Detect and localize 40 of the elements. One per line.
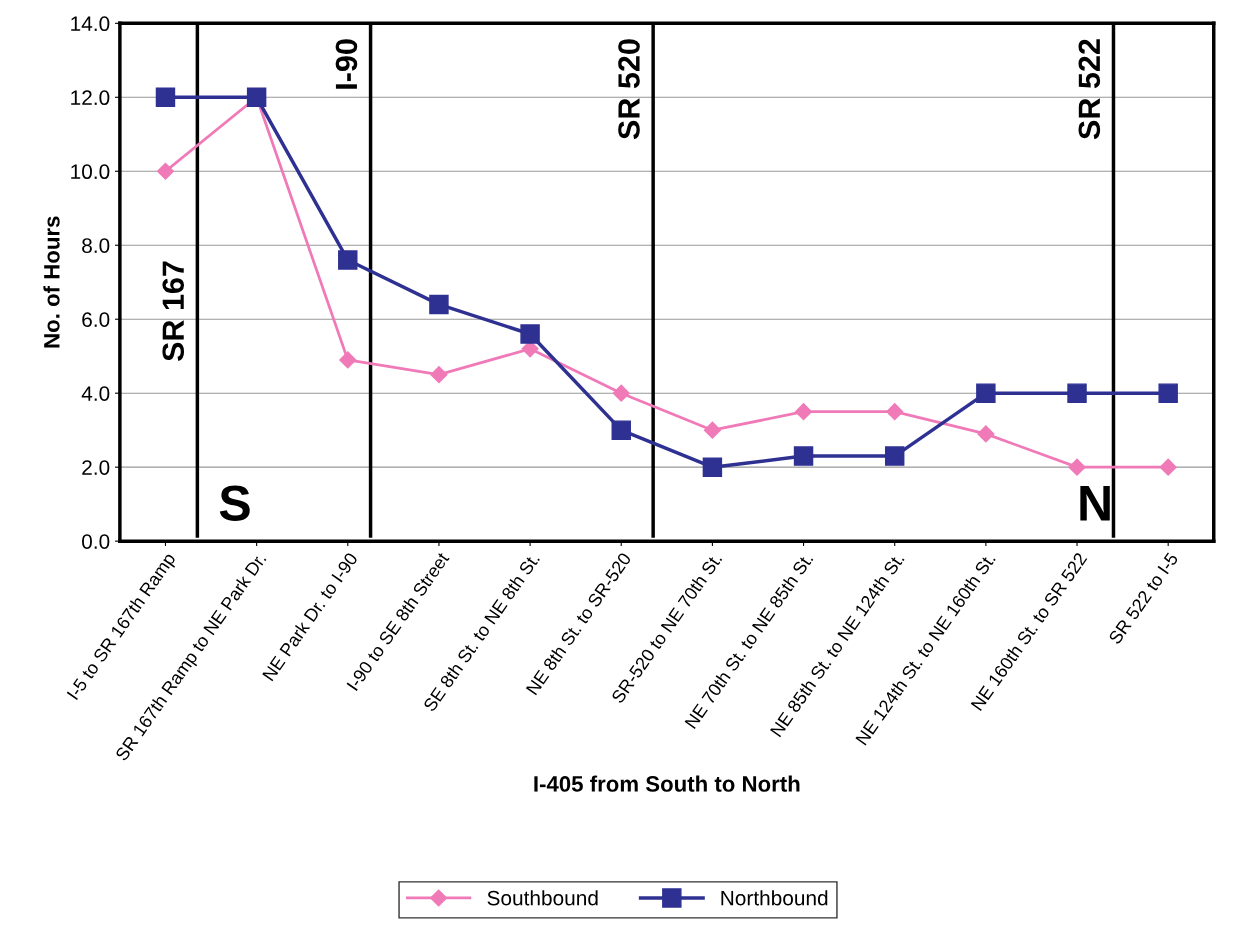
y-tick-label: 4.0 — [81, 386, 110, 401]
point — [155, 87, 176, 108]
point — [702, 457, 723, 477]
point — [156, 162, 175, 180]
y-tick-label: 2.0 — [82, 460, 110, 475]
annotation: SR 522 — [1078, 39, 1101, 140]
annotation: SR 167 — [162, 261, 185, 362]
point — [520, 324, 540, 344]
point — [429, 294, 449, 315]
y-tick-label: 8.0 — [82, 238, 110, 253]
annotation: S — [219, 485, 250, 521]
legend-label: Southbound — [487, 890, 598, 906]
y-tick-label: 0.0 — [82, 534, 110, 549]
annotation: I-90 — [335, 39, 358, 89]
y-tick-label: 6.0 — [82, 312, 110, 327]
legend-label: Northbound — [721, 890, 828, 906]
point — [976, 383, 996, 403]
point — [1158, 383, 1178, 403]
annotation: N — [1080, 486, 1110, 521]
point — [886, 403, 904, 421]
point — [339, 351, 357, 369]
point — [611, 420, 631, 440]
point — [430, 366, 448, 384]
point — [793, 446, 814, 466]
point — [1159, 458, 1177, 476]
x-axis-title: I-405 from South to North — [534, 775, 800, 792]
point — [884, 446, 905, 466]
point — [612, 384, 630, 402]
point — [1067, 383, 1087, 403]
point — [703, 421, 721, 439]
y-tick-label: 12.0 — [71, 90, 110, 106]
x-tick-label: SR 522 to I-5 — [1108, 551, 1179, 645]
annotation: SR 520 — [618, 39, 640, 140]
y-tick-label: 10.0 — [71, 164, 110, 180]
point — [795, 403, 813, 421]
point — [977, 425, 995, 443]
y-axis-title: No. of Hours — [43, 216, 60, 348]
point — [1068, 458, 1086, 476]
y-tick-label: 14.0 — [71, 16, 110, 32]
point — [338, 250, 358, 270]
